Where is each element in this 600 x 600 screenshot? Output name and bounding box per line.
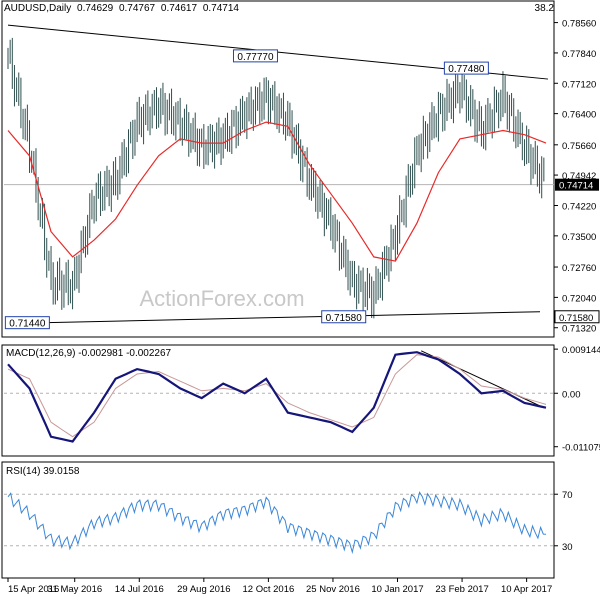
support-price-label: 0.71580 xyxy=(559,313,593,324)
corner-value: 38.2 xyxy=(535,3,555,14)
price-annotation-box xyxy=(4,316,50,330)
x-tick-label: 15 Apr 2016 xyxy=(8,584,59,595)
price-annotation-label: 0.77770 xyxy=(237,52,274,63)
price-tick-label: 0.77840 xyxy=(562,49,596,60)
macd-lines xyxy=(7,351,547,443)
price-tick-label: 0.74220 xyxy=(562,202,596,213)
x-tick-label: 10 Jan 2017 xyxy=(371,584,423,595)
price-tick-label: 0.78560 xyxy=(562,19,596,30)
price-tick-label: 0.77120 xyxy=(562,79,596,90)
x-tick-label: 31 May 2016 xyxy=(47,584,102,595)
panel-frame xyxy=(1,461,555,579)
price-tick-label: 0.73500 xyxy=(562,232,596,243)
x-tick-label: 10 Apr 2017 xyxy=(501,584,552,595)
panel-frame xyxy=(1,0,555,338)
macd-tick-label: -0.011075 xyxy=(562,443,600,454)
price-annotation-label: 0.71440 xyxy=(9,319,46,330)
moving-average-line xyxy=(7,121,547,262)
grid xyxy=(4,184,554,547)
price-annotation-box xyxy=(321,310,367,324)
price-tick-label: 0.72760 xyxy=(562,263,596,274)
moving-average xyxy=(7,121,547,262)
price-tick-label: 0.76400 xyxy=(562,110,596,121)
x-tick-label: 25 Nov 2016 xyxy=(306,584,360,595)
macd-label: MACD(12,26,9) -0.002981 -0.002267 xyxy=(6,348,172,359)
watermark: ActionForex.com xyxy=(139,286,304,311)
trendlines: 0.77770 0.77480 0.71440 0.71580 xyxy=(4,24,549,409)
macd-trendline xyxy=(420,350,545,409)
price-annotation-box xyxy=(232,49,278,63)
x-tick-label: 23 Feb 2017 xyxy=(435,584,488,595)
macd-signal-line xyxy=(7,354,547,438)
macd-tick-label: 0.009144 xyxy=(562,345,600,356)
price-annotation-label: 0.71580 xyxy=(326,313,363,324)
rsi-tick-label: 30 xyxy=(562,542,573,553)
price-tick-label: 0.71320 xyxy=(562,324,596,335)
price-annotation-label: 0.77480 xyxy=(448,64,485,75)
price-tick-label: 0.74942 xyxy=(562,171,596,182)
support-trendline xyxy=(7,311,541,325)
current-price-box xyxy=(555,178,599,191)
x-tick-label: 14 Jul 2016 xyxy=(115,584,164,595)
price-annotation-box xyxy=(443,61,489,75)
x-tick-label: 29 Aug 2016 xyxy=(177,584,230,595)
rsi-label: RSI(14) 39.0158 xyxy=(6,466,80,477)
panel-frames xyxy=(1,0,555,579)
price-tick-label: 0.75660 xyxy=(562,141,596,152)
macd-line xyxy=(7,351,547,443)
price-tick-label: 0.72040 xyxy=(562,293,596,304)
rsi-line xyxy=(7,491,547,555)
rsi-tick-label: 70 xyxy=(562,490,573,501)
chart-title: AUDUSD,Daily 0.74629 0.74767 0.74617 0.7… xyxy=(4,3,239,14)
panel-frame xyxy=(1,344,555,457)
axis-labels: 0.78560 0.77840 0.77120 0.76400 0.75660 0.749… xyxy=(7,19,600,595)
x-tick-label: 12 Oct 2016 xyxy=(243,584,295,595)
rsi-lines xyxy=(7,491,547,555)
macd-tick-label: 0.00 xyxy=(562,389,581,400)
current-price-label: 0.74714 xyxy=(559,181,593,192)
support-price-box xyxy=(554,310,600,324)
